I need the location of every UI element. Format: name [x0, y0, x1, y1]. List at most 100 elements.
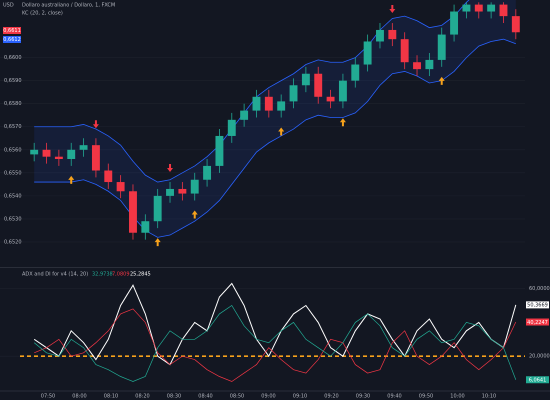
last-value-box	[526, 376, 549, 384]
candle-body	[54, 156, 63, 159]
x-tick-label: 08:40	[198, 394, 212, 400]
x-tick-label: 08:30	[167, 394, 181, 400]
x-tick-label: 08:00	[72, 394, 86, 400]
last-value-label: 50,3669	[527, 303, 548, 309]
candle-body	[252, 96, 261, 111]
indicator-title: ADX and DI for v4 (14, 20)	[22, 272, 88, 278]
quote-box	[3, 27, 21, 34]
y-tick-label: 0,6530	[4, 216, 22, 222]
x-tick-label: 08:10	[104, 394, 118, 400]
candle-body	[499, 4, 508, 17]
x-tick-label: 08:20	[135, 394, 149, 400]
y-tick-label: 0,6550	[4, 170, 22, 176]
quote-text: 0,6611	[3, 28, 21, 34]
candle-body	[474, 4, 483, 12]
buy-arrow	[339, 118, 346, 127]
x-tick-label: 09:30	[356, 394, 370, 400]
candle-body	[351, 64, 360, 81]
candle-body	[104, 170, 113, 183]
y-tick-label: 0,6580	[4, 101, 22, 107]
y-tick-label: 0,6560	[4, 147, 22, 153]
candle-body	[67, 149, 76, 159]
x-tick-label: 08:50	[230, 394, 244, 400]
x-tick-label: 07:50	[41, 394, 55, 400]
candle-body	[413, 62, 421, 70]
candle-body	[30, 149, 39, 155]
price-pane	[0, 0, 525, 247]
y-tick-label: 60,0000	[529, 286, 550, 292]
candle-body	[462, 4, 471, 12]
candle-body	[240, 110, 249, 120]
candle-body	[277, 101, 286, 111]
candle-body	[190, 179, 199, 194]
candle-body	[178, 188, 187, 194]
indicator-pane	[0, 282, 525, 382]
sell-arrow	[167, 164, 174, 173]
candle-body	[264, 96, 273, 111]
candle-body	[79, 145, 88, 150]
indicator-line	[33, 305, 517, 382]
legend-value: 32,9738	[92, 272, 113, 278]
candle-body	[91, 145, 100, 171]
buy-arrow	[191, 210, 198, 219]
indicator-line	[34, 308, 517, 382]
last-value-box	[526, 301, 549, 309]
candle-body	[42, 149, 51, 157]
candle-body	[314, 73, 323, 97]
candle-body	[388, 29, 397, 40]
x-tick-label: 09:20	[324, 394, 338, 400]
x-tick-label: 10:00	[450, 394, 464, 400]
candle-body	[425, 59, 434, 70]
y-tick-label: 20,0000	[529, 354, 550, 360]
y-tick-label: 0,6540	[4, 193, 22, 199]
candle-body	[129, 191, 137, 233]
candle-body	[450, 11, 459, 35]
legend-value: 25,2845	[130, 272, 151, 278]
y-tick-label: 0,6590	[4, 78, 22, 84]
last-value-box	[526, 318, 549, 326]
sell-arrow	[92, 120, 99, 129]
symbol: Dollaro australiano / Dollaro, 1, FXCM	[22, 3, 115, 9]
y-tick-label: 0,6600	[4, 55, 22, 61]
band-fill	[34, 0, 516, 238]
candle-body	[153, 195, 162, 222]
candle-body	[166, 188, 174, 196]
candle-body	[511, 16, 520, 33]
x-tick-label: 09:40	[387, 394, 401, 400]
buy-arrow	[68, 175, 75, 184]
currency: USD	[3, 3, 14, 9]
buy-arrow	[278, 127, 285, 136]
band-lower	[34, 38, 516, 238]
candle-body	[203, 165, 212, 180]
last-value-label: 6,0641	[529, 378, 547, 384]
buy-arrow	[438, 76, 445, 85]
legend-value: 7,0809	[112, 272, 130, 278]
candle-body	[437, 34, 446, 60]
indicator-label: KC (20, 2, close)	[22, 11, 63, 17]
x-tick-label: 10:10	[482, 394, 496, 400]
quote-boxes: 0,6611 0,6612	[3, 27, 21, 43]
candle-body	[326, 96, 335, 102]
candle-body	[400, 39, 409, 63]
candle-body	[363, 41, 372, 65]
x-tick-label: 09:00	[261, 394, 275, 400]
candle-body	[376, 29, 384, 42]
band-upper	[34, 0, 470, 183]
x-tick-label: 09:50	[419, 394, 433, 400]
candle-body	[487, 4, 496, 12]
y-tick-label: 0,6520	[4, 239, 22, 245]
candle-body	[338, 80, 347, 102]
candle-body	[116, 182, 125, 192]
sell-arrow	[389, 5, 396, 14]
x-tick-label: 09:10	[293, 394, 307, 400]
buy-arrow	[154, 238, 161, 247]
candle-body	[301, 73, 310, 86]
y-tick-label: 0,6570	[4, 124, 22, 130]
candle-body	[141, 221, 150, 233]
quote-text: 0,6612	[3, 37, 21, 43]
candle-body	[289, 85, 298, 102]
candle-body	[227, 119, 236, 136]
